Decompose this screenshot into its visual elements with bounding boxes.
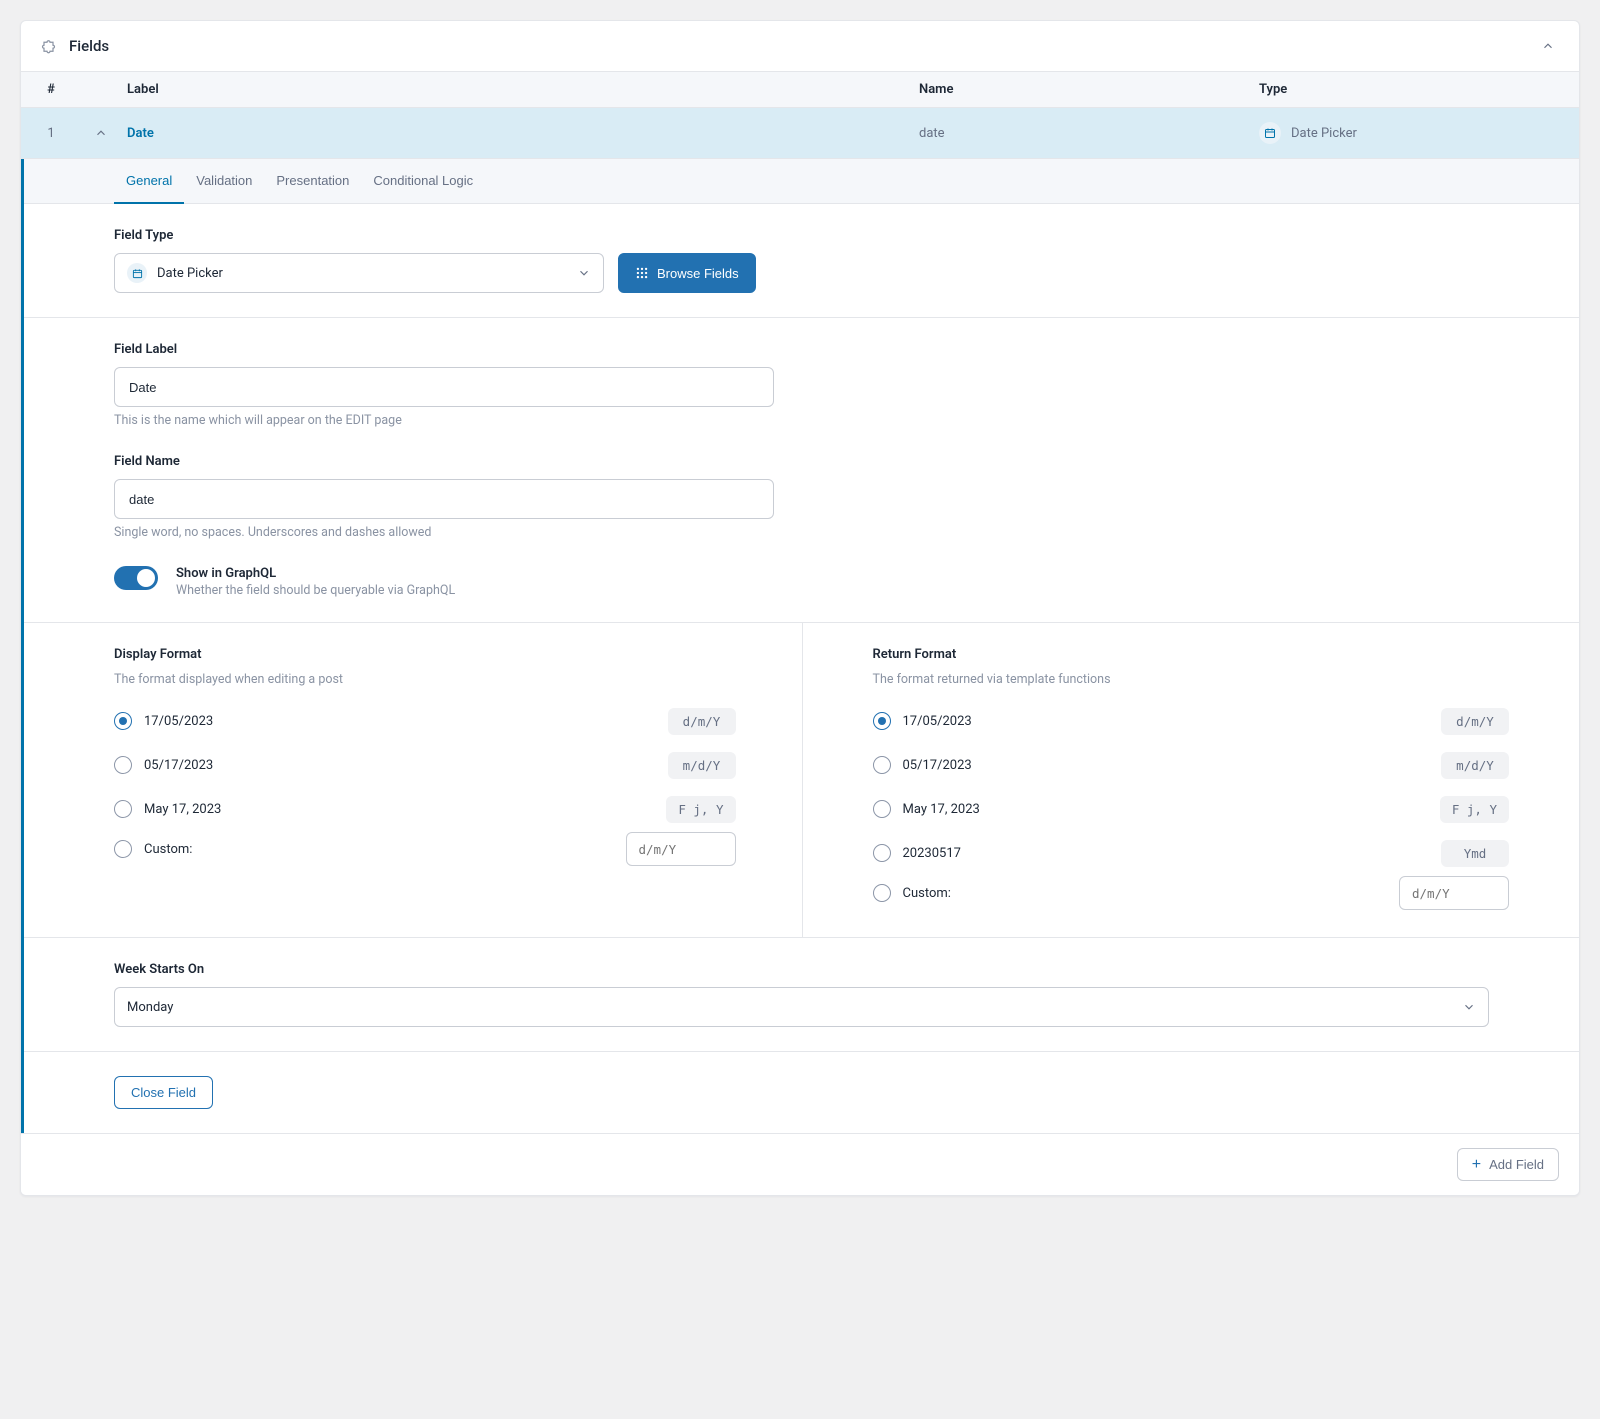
return-format-custom-input[interactable] xyxy=(1399,876,1509,910)
field-name-input[interactable] xyxy=(114,479,774,519)
field-tabs: General Validation Presentation Conditio… xyxy=(24,159,1579,204)
section-basic: Field Label This is the name which will … xyxy=(24,318,1579,623)
return-format-desc: The format returned via template functio… xyxy=(873,672,1510,687)
field-row-type-label: Date Picker xyxy=(1291,126,1357,141)
close-field-button[interactable]: Close Field xyxy=(114,1076,213,1109)
column-name: Name xyxy=(919,82,1259,97)
collapse-card-button[interactable] xyxy=(1537,35,1559,57)
display-format-option-radio[interactable] xyxy=(114,756,132,774)
calendar-icon xyxy=(127,263,147,283)
display-format-option-code: d/m/Y xyxy=(668,708,736,735)
field-row-type: Date Picker xyxy=(1259,122,1579,144)
return-format-radio-custom[interactable] xyxy=(873,884,891,902)
display-format-radio-custom[interactable] xyxy=(114,840,132,858)
display-format-option-code: m/d/Y xyxy=(668,752,736,779)
tab-presentation[interactable]: Presentation xyxy=(264,159,361,204)
column-type: Type xyxy=(1259,82,1579,97)
return-format-option-row: 17/05/2023 d/m/Y xyxy=(873,701,1510,741)
display-format-option-row: May 17, 2023 F j, Y xyxy=(114,789,736,829)
display-format-custom-input[interactable] xyxy=(626,832,736,866)
tab-validation[interactable]: Validation xyxy=(184,159,264,204)
display-format-option-label: 17/05/2023 xyxy=(144,714,213,729)
return-format-option-radio[interactable] xyxy=(873,844,891,862)
field-editor: General Validation Presentation Conditio… xyxy=(21,159,1579,1133)
column-label: Label xyxy=(121,82,919,97)
field-type-label: Field Type xyxy=(114,228,1489,243)
display-format-pane: Display Format The format displayed when… xyxy=(24,623,802,937)
add-field-button[interactable]: + Add Field xyxy=(1457,1148,1559,1181)
return-format-option-radio[interactable] xyxy=(873,756,891,774)
return-format-option-code: Ymd xyxy=(1441,840,1509,867)
grid-icon xyxy=(635,266,649,280)
return-format-option-code: F j, Y xyxy=(1440,796,1509,823)
browse-fields-label: Browse Fields xyxy=(657,266,739,281)
field-name-desc: Single word, no spaces. Underscores and … xyxy=(114,525,1489,540)
section-field-type: Field Type Date Picker xyxy=(24,204,1579,318)
column-num: # xyxy=(21,82,81,97)
week-starts-value: Monday xyxy=(127,1000,173,1015)
field-label-desc: This is the name which will appear on th… xyxy=(114,413,1489,428)
browse-fields-button[interactable]: Browse Fields xyxy=(618,253,756,293)
week-starts-select[interactable]: Monday xyxy=(114,987,1489,1027)
display-format-option-row: 05/17/2023 m/d/Y xyxy=(114,745,736,785)
field-type-select[interactable]: Date Picker xyxy=(114,253,604,293)
return-format-option-radio[interactable] xyxy=(873,712,891,730)
field-row-name: date xyxy=(919,126,1259,141)
display-format-option-label: 05/17/2023 xyxy=(144,758,213,773)
return-format-option-label: May 17, 2023 xyxy=(903,802,980,817)
display-format-desc: The format displayed when editing a post xyxy=(114,672,736,687)
puzzle-icon xyxy=(41,37,59,55)
field-row-label-link[interactable]: Date xyxy=(127,126,154,141)
return-format-option-label: 17/05/2023 xyxy=(903,714,972,729)
display-format-option-label: May 17, 2023 xyxy=(144,802,221,817)
tab-general[interactable]: General xyxy=(114,159,184,204)
display-format-option-radio[interactable] xyxy=(114,800,132,818)
display-format-custom-label: Custom: xyxy=(144,842,192,857)
field-label-input[interactable] xyxy=(114,367,774,407)
return-format-option-row: 05/17/2023 m/d/Y xyxy=(873,745,1510,785)
return-format-title: Return Format xyxy=(873,647,1510,662)
display-format-option-code: F j, Y xyxy=(666,796,735,823)
return-format-option-code: d/m/Y xyxy=(1441,708,1509,735)
return-format-option-code: m/d/Y xyxy=(1441,752,1509,779)
calendar-icon xyxy=(1259,122,1281,144)
field-type-value: Date Picker xyxy=(157,266,223,281)
add-field-label: Add Field xyxy=(1489,1157,1544,1172)
chevron-down-icon xyxy=(577,266,591,280)
field-row[interactable]: 1 Date date Date Picker xyxy=(21,108,1579,159)
field-label-label: Field Label xyxy=(114,342,1489,357)
field-name-label: Field Name xyxy=(114,454,1489,469)
week-starts-label: Week Starts On xyxy=(114,962,1489,977)
tab-conditional[interactable]: Conditional Logic xyxy=(361,159,485,204)
return-format-custom-label: Custom: xyxy=(903,886,951,901)
chevron-up-icon xyxy=(1541,39,1555,53)
graphql-desc: Whether the field should be queryable vi… xyxy=(176,583,455,598)
return-format-option-radio[interactable] xyxy=(873,800,891,818)
section-formats: Display Format The format displayed when… xyxy=(24,623,1579,938)
return-format-option-label: 20230517 xyxy=(903,846,961,861)
display-format-option-row: 17/05/2023 d/m/Y xyxy=(114,701,736,741)
card-header: Fields xyxy=(21,21,1579,72)
return-format-pane: Return Format The format returned via te… xyxy=(802,623,1580,937)
section-week-starts: Week Starts On Monday xyxy=(24,938,1579,1052)
return-format-option-row: 20230517 Ymd xyxy=(873,833,1510,873)
return-format-option-row: May 17, 2023 F j, Y xyxy=(873,789,1510,829)
chevron-down-icon xyxy=(1462,1000,1476,1014)
graphql-title: Show in GraphQL xyxy=(176,566,455,581)
display-format-option-radio[interactable] xyxy=(114,712,132,730)
fields-card: Fields # Label Name Type 1 Date date Dat… xyxy=(20,20,1580,1196)
chevron-up-icon xyxy=(94,126,108,140)
graphql-toggle[interactable] xyxy=(114,566,158,590)
field-row-num: 1 xyxy=(21,126,81,141)
collapse-field-button[interactable] xyxy=(90,122,112,144)
return-format-option-label: 05/17/2023 xyxy=(903,758,972,773)
table-header: # Label Name Type xyxy=(21,72,1579,108)
card-footer: + Add Field xyxy=(21,1133,1579,1195)
display-format-title: Display Format xyxy=(114,647,736,662)
section-actions: Close Field xyxy=(24,1052,1579,1133)
card-title: Fields xyxy=(69,37,109,55)
